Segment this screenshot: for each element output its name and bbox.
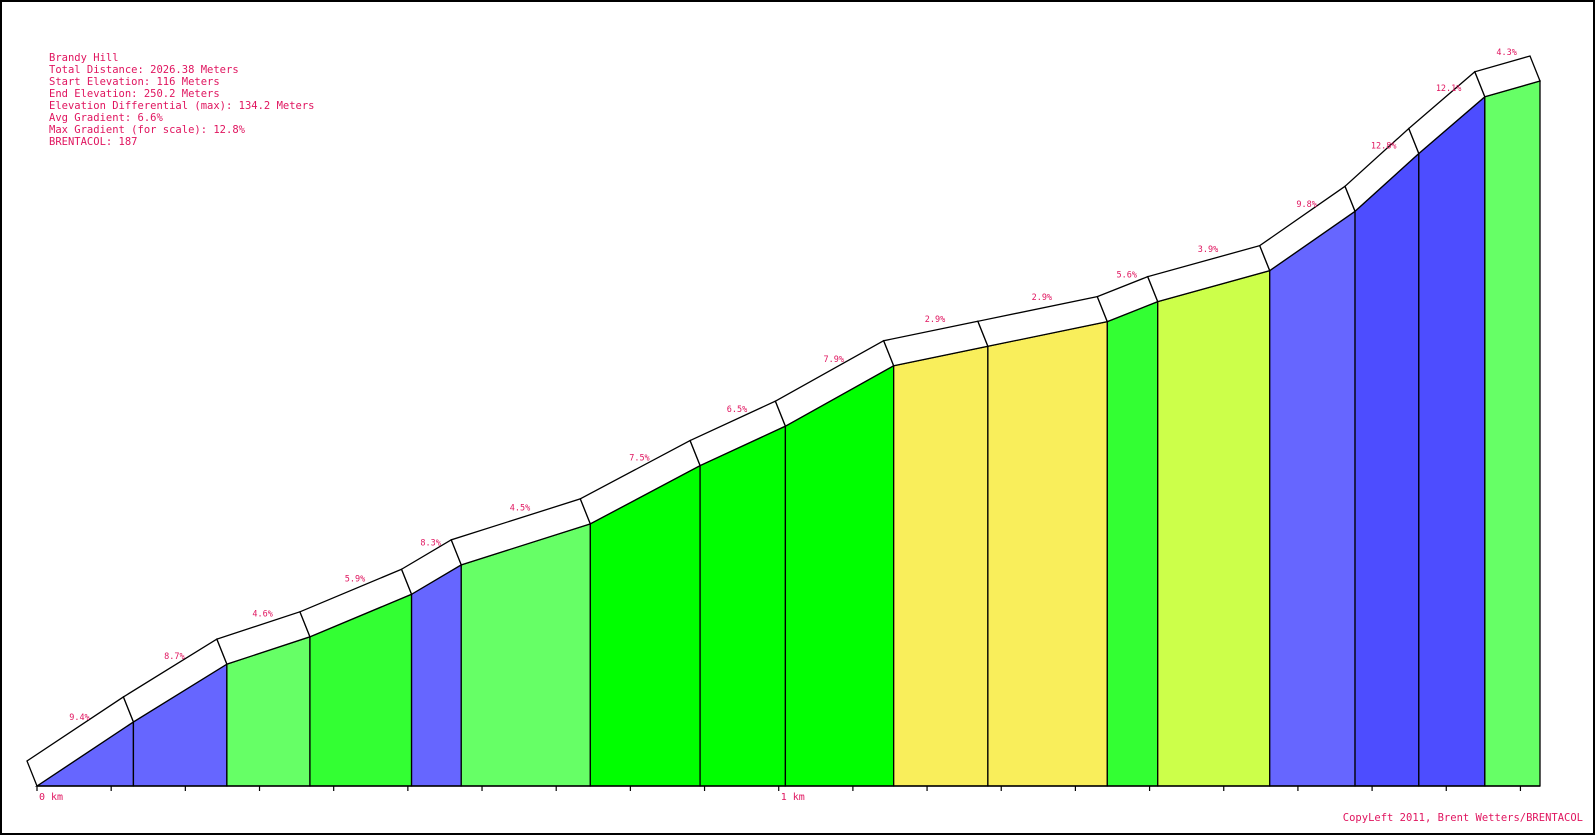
end-elevation: End Elevation: 250.2 Meters	[49, 88, 220, 100]
gradient-label: 5.6%	[1117, 271, 1137, 281]
profile-segment	[987, 320, 1108, 787]
gradient-label: 8.7%	[164, 652, 184, 662]
max-gradient: Max Gradient (for scale): 12.8%	[49, 124, 245, 136]
gradient-label: 3.9%	[1198, 245, 1218, 255]
profile-segment	[784, 364, 895, 787]
gradient-label: 6.5%	[727, 405, 747, 415]
gradient-label: 9.8%	[1296, 200, 1316, 210]
gradient-label: 8.3%	[420, 539, 440, 549]
info-panel: Brandy Hill Total Distance: 2026.38 Meter…	[49, 52, 315, 148]
elevation-differential: Elevation Differential (max): 134.2 Mete…	[49, 100, 315, 112]
start-elevation: Start Elevation: 116 Meters	[49, 76, 220, 88]
profile-segment	[1484, 80, 1541, 787]
gradient-label: 7.5%	[629, 454, 649, 464]
profile-segment	[460, 522, 591, 787]
copyleft-notice: CopyLeft 2011, Brent Wetters/BRENTACOL	[1342, 812, 1583, 824]
gradient-label: 4.3%	[1496, 48, 1516, 58]
gradient-label: 5.9%	[345, 575, 365, 585]
profile-segment	[1418, 95, 1486, 787]
avg-gradient: Avg Gradient: 6.6%	[49, 112, 163, 124]
gradient-label: 12.1%	[1436, 84, 1462, 94]
x-tick-label: 1 km	[781, 792, 805, 803]
profile-segment	[699, 425, 787, 787]
profile-segment	[1106, 300, 1159, 787]
profile-segment	[410, 563, 462, 787]
gradient-label: 2.9%	[925, 315, 945, 325]
gradient-label: 7.9%	[824, 355, 844, 365]
gradient-label: 2.9%	[1032, 293, 1052, 303]
profile-segment	[1354, 152, 1420, 787]
gradient-label: 9.4%	[69, 713, 89, 723]
profile-segment	[1157, 269, 1271, 787]
profile-segment	[1269, 210, 1356, 787]
road-band	[1473, 55, 1541, 98]
total-distance: Total Distance: 2026.38 Meters	[49, 64, 239, 76]
climb-name: Brandy Hill	[49, 52, 119, 64]
gradient-label: 4.5%	[510, 503, 530, 513]
brentacol-score: BRENTACOL: 187	[49, 136, 138, 148]
gradient-label: 12.8%	[1371, 141, 1397, 151]
x-tick-label: 0 km	[39, 792, 63, 803]
gradient-label: 4.6%	[252, 609, 272, 619]
profile-segment	[893, 345, 989, 787]
